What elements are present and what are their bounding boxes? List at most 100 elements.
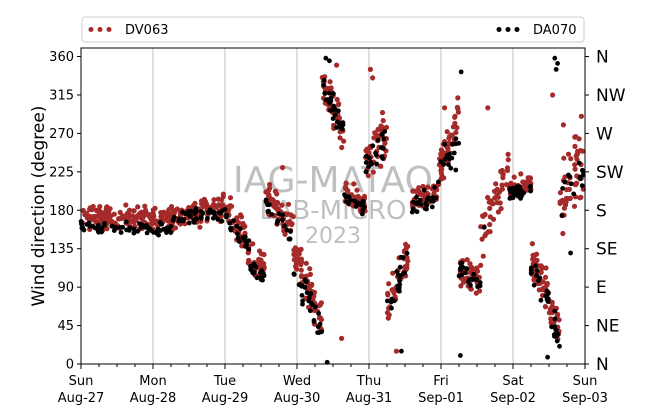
point-da070-242: [374, 161, 379, 167]
point-da070-336: [466, 279, 471, 285]
point-dv063-674: [402, 264, 408, 270]
point-da070-18: [157, 220, 163, 225]
y-tick-label-6: 270: [49, 127, 74, 142]
point-da070-174: [319, 329, 324, 335]
point-dv063-986: [560, 230, 566, 237]
point-dv063-724: [455, 95, 461, 101]
y-tick-label-5: 225: [49, 165, 74, 180]
point-dv063-403: [285, 201, 292, 207]
x-tick-date-3: Aug-30: [274, 391, 321, 406]
point-da070-366: [514, 187, 520, 193]
point-dv063-977: [549, 299, 555, 305]
point-da070-253: [363, 160, 369, 166]
watermark: IAG-MATAO LAB-MICRO 2023: [233, 160, 433, 249]
point-dv063-619: [382, 140, 388, 146]
point-dv063-853: [498, 168, 504, 174]
point-dv063-974: [555, 311, 561, 317]
point-dv063-859: [478, 262, 484, 268]
point-dv063-1017: [577, 148, 584, 154]
point-dv063-409: [266, 192, 272, 198]
point-da070-333: [474, 276, 479, 282]
point-dv063-321: [240, 220, 246, 227]
point-da070-162: [308, 291, 314, 296]
point-da070-138: [258, 275, 263, 280]
legend-marker-1-dot-2: [514, 27, 520, 32]
point-dv063-670: [384, 310, 391, 316]
point-da070-414: [323, 55, 329, 61]
point-da070-232: [344, 199, 349, 205]
point-dv063-614: [363, 148, 369, 154]
point-dv063-482: [292, 245, 298, 251]
point-da070-136: [261, 273, 267, 279]
point-dv063-162: [162, 212, 168, 218]
point-da070-111: [234, 223, 240, 229]
point-dv063-984: [568, 156, 574, 162]
x-tick-date-0: Aug-27: [58, 391, 105, 406]
point-dv063-361: [279, 202, 285, 208]
point-da070-327: [462, 270, 468, 276]
point-da070-244: [368, 160, 374, 165]
point-da070-192: [321, 82, 326, 88]
point-da070-385: [528, 265, 534, 271]
point-da070-193: [326, 90, 332, 96]
point-dv063-503: [337, 135, 343, 141]
compass-label-n-0: N: [596, 355, 609, 375]
point-da070-312: [451, 150, 457, 156]
point-dv063-405: [289, 221, 295, 228]
point-dv063-462: [316, 315, 322, 321]
point-dv063-276: [192, 200, 198, 206]
point-da070-227: [360, 207, 366, 213]
point-dv063-411: [274, 199, 280, 206]
point-da070-70: [205, 216, 210, 221]
point-da070-53: [131, 226, 137, 232]
point-da070-397: [554, 329, 559, 335]
point-da070-361: [507, 196, 513, 201]
point-dv063-572: [354, 187, 360, 193]
series-da070-points: [78, 55, 586, 365]
point-dv063-158: [102, 213, 109, 219]
point-dv063-1032: [334, 62, 340, 68]
point-da070-120: [229, 225, 234, 231]
point-dv063-841: [480, 253, 486, 259]
x-tick-date-4: Aug-31: [346, 391, 393, 406]
point-da070-271: [400, 271, 406, 277]
point-dv063-169: [137, 214, 143, 220]
x-tick-day-1: Mon: [139, 374, 166, 389]
point-da070-304: [448, 165, 454, 171]
point-da070-84: [222, 206, 228, 212]
point-da070-276: [398, 254, 404, 260]
point-da070-239: [381, 136, 387, 142]
legend: DV063 DA070: [81, 16, 585, 43]
point-da070-337: [459, 260, 465, 266]
point-dv063-455: [298, 267, 304, 273]
point-dv063-834: [499, 186, 505, 192]
point-da070-12: [131, 230, 137, 236]
legend-marker-0-dot-1: [97, 27, 103, 32]
point-dv063-823: [493, 181, 499, 187]
point-dv063-240: [171, 210, 177, 216]
point-dv063-755: [453, 129, 459, 136]
point-da070-178: [299, 283, 305, 289]
point-dv063-523: [328, 85, 334, 91]
point-dv063-269: [220, 193, 226, 200]
point-dv063-530: [334, 96, 340, 103]
point-dv063-507: [327, 79, 333, 85]
point-dv063-623: [365, 173, 371, 179]
point-da070-99: [219, 218, 225, 224]
point-dv063-484: [297, 258, 303, 264]
point-da070-30: [144, 230, 150, 236]
point-da070-41: [109, 223, 115, 229]
point-dv063-992: [572, 162, 578, 168]
point-da070-287: [418, 202, 424, 207]
point-dv063-897: [508, 180, 514, 186]
point-da070-154: [265, 209, 271, 214]
point-da070-413: [571, 191, 577, 197]
point-da070-108: [235, 231, 240, 237]
point-da070-306: [453, 136, 459, 142]
point-da070-289: [410, 199, 416, 205]
legend-box: [81, 16, 585, 43]
point-da070-147: [288, 229, 293, 234]
legend-marker-dv063: [88, 27, 112, 32]
point-dv063-271: [215, 202, 222, 208]
point-dv063-965: [546, 310, 553, 316]
